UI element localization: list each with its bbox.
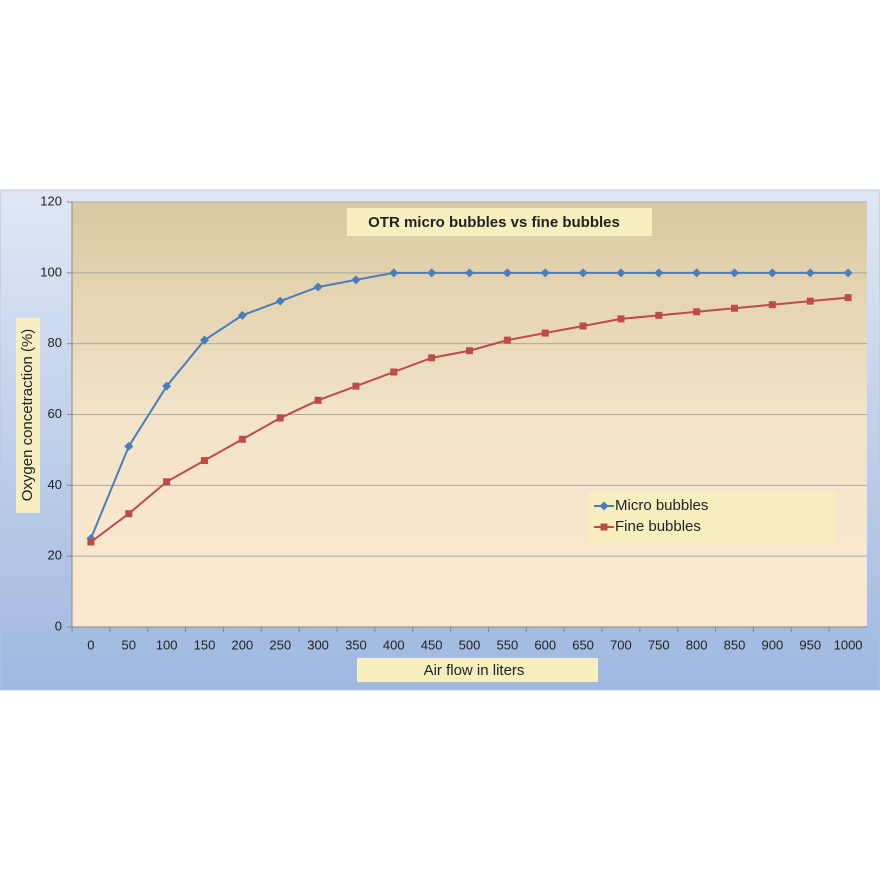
x-axis-label: Air flow in liters: [424, 662, 525, 679]
marker: [466, 347, 473, 355]
y-tick-label: 0: [55, 618, 62, 633]
x-tick-label: 100: [156, 637, 178, 652]
marker: [599, 501, 609, 511]
marker: [692, 268, 702, 278]
x-tick-label: 200: [232, 637, 254, 652]
y-tick-label: 40: [48, 477, 62, 492]
marker: [616, 268, 626, 278]
x-tick-label: 500: [459, 637, 481, 652]
marker: [730, 268, 739, 278]
x-tick-label: 900: [762, 637, 784, 652]
x-tick-label: 0: [87, 637, 94, 652]
x-tick-label: 350: [345, 637, 367, 652]
marker: [655, 311, 663, 319]
marker: [503, 336, 511, 344]
marker: [579, 322, 587, 330]
x-tick-label: 300: [307, 637, 329, 652]
legend-label: Fine bubbles: [615, 518, 701, 535]
marker: [390, 368, 398, 376]
y-axis-label: Oxygen concetraction (%): [19, 329, 36, 502]
marker: [314, 396, 322, 404]
y-tick-label: 80: [48, 335, 62, 350]
x-tick-label: 1000: [834, 637, 863, 652]
y-label-box: [16, 318, 40, 513]
x-tick-label: 250: [269, 637, 291, 652]
x-tick-label: 650: [572, 637, 594, 652]
x-label-box: [357, 658, 598, 682]
x-tick-label: 850: [724, 637, 746, 652]
x-tick-label: 800: [686, 637, 708, 652]
marker: [275, 296, 285, 306]
marker: [731, 304, 738, 312]
marker: [654, 268, 664, 278]
marker: [313, 282, 323, 292]
marker: [125, 510, 133, 518]
x-tick-label: 550: [497, 637, 519, 652]
marker: [276, 414, 284, 422]
x-tick-label: 950: [799, 637, 821, 652]
marker: [600, 523, 608, 531]
marker: [237, 310, 247, 320]
x-tick-label: 750: [648, 637, 670, 652]
marker: [201, 457, 208, 465]
marker: [844, 294, 852, 302]
y-tick-label: 100: [40, 264, 62, 279]
marker: [540, 268, 550, 278]
marker: [352, 382, 360, 390]
y-tick-label: 120: [40, 193, 62, 208]
marker: [541, 329, 549, 337]
marker: [768, 301, 776, 309]
legend-box: [588, 492, 837, 543]
chart-title: OTR micro bubbles vs fine bubbles: [368, 214, 620, 231]
marker: [617, 315, 625, 323]
x-tick-label: 700: [610, 637, 632, 652]
legend-label: Micro bubbles: [615, 497, 708, 514]
marker: [427, 268, 437, 278]
marker: [87, 538, 95, 546]
marker: [843, 268, 853, 278]
marker: [805, 268, 815, 278]
x-tick-label: 600: [534, 637, 556, 652]
marker: [351, 275, 361, 285]
marker: [124, 441, 134, 451]
title-box: [347, 208, 652, 236]
marker: [767, 268, 777, 278]
marker: [502, 268, 512, 278]
marker: [578, 268, 588, 278]
marker: [465, 268, 474, 278]
y-tick-label: 20: [48, 548, 62, 563]
marker: [163, 478, 171, 486]
marker: [162, 381, 172, 391]
x-tick-label: 400: [383, 637, 405, 652]
marker: [389, 268, 399, 278]
marker: [806, 297, 814, 305]
marker: [693, 308, 701, 316]
marker: [428, 354, 436, 362]
x-tick-label: 50: [122, 637, 136, 652]
marker: [200, 335, 209, 345]
x-tick-label: 150: [194, 637, 216, 652]
x-tick-label: 450: [421, 637, 443, 652]
y-tick-label: 60: [48, 406, 62, 421]
marker: [238, 435, 246, 443]
series-group: [86, 268, 853, 546]
